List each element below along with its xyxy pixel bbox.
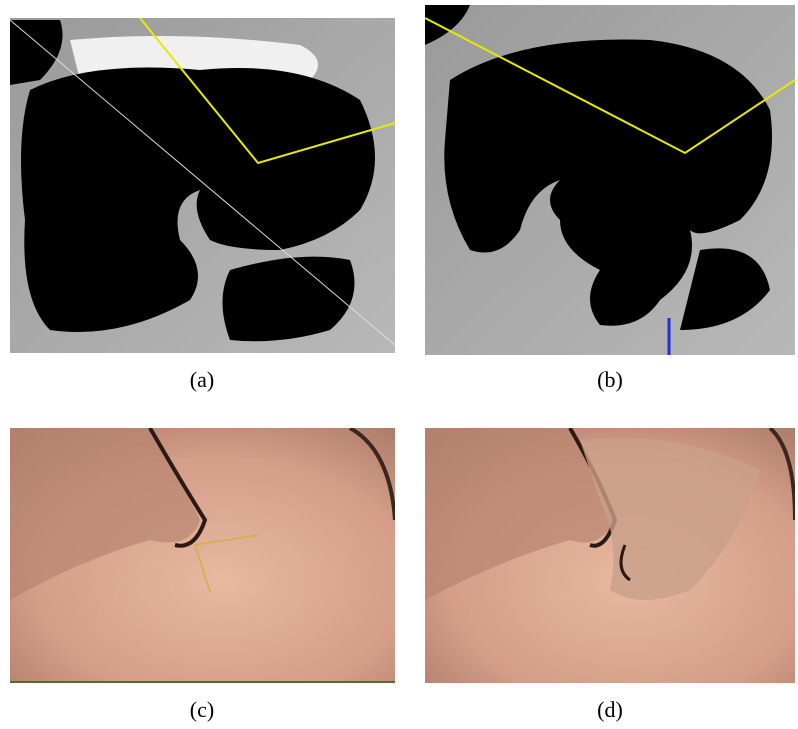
panel-c-image [10, 428, 395, 683]
panel-d-image [425, 428, 795, 683]
figure: (a) (b) (c) (d) [0, 0, 798, 729]
caption: (a) [190, 367, 214, 392]
panel-a-image [10, 18, 395, 353]
caption: (d) [597, 697, 623, 722]
figure-canvas: (a) (b) (c) (d) [0, 0, 798, 729]
panel-b-image [425, 5, 795, 355]
caption: (b) [597, 367, 623, 392]
caption: (c) [190, 697, 214, 722]
